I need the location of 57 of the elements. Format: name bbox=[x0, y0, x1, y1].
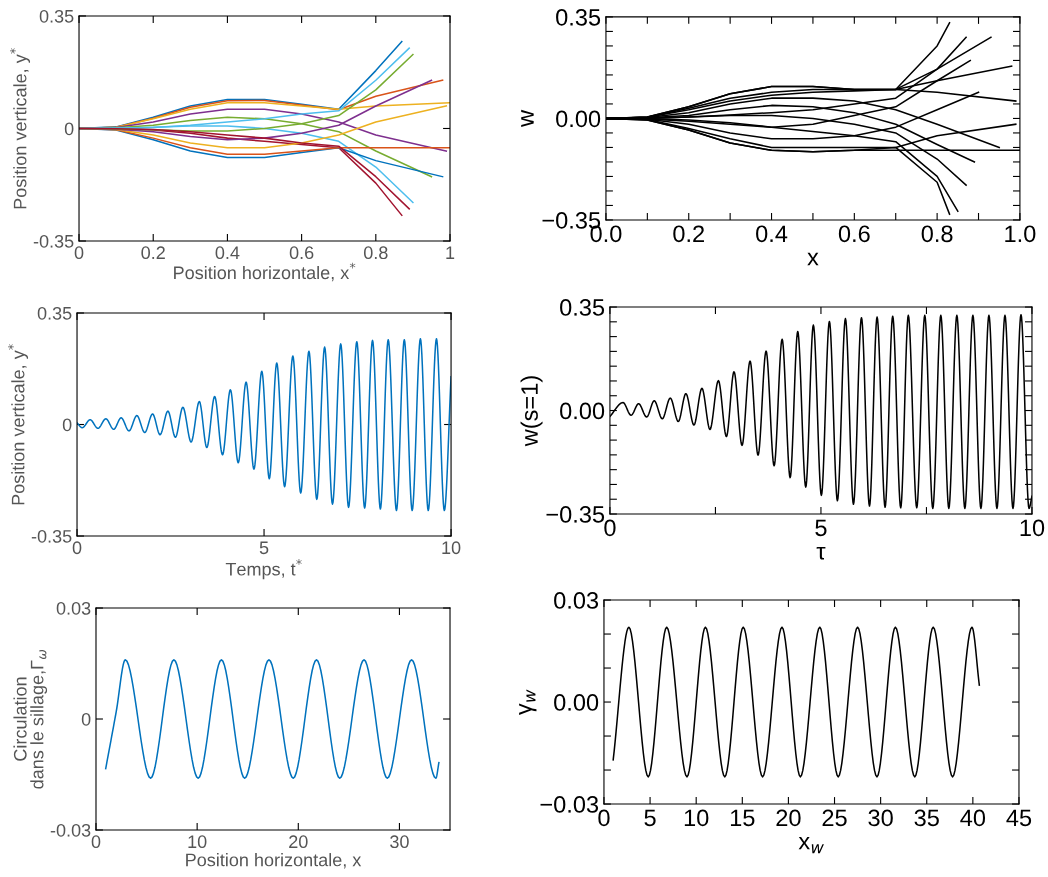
x-tick-label: 0.2 bbox=[673, 225, 704, 243]
y-axis-title: Circulation dans le sillage,Γ$_{ω}$ bbox=[13, 649, 48, 789]
x-axis-title: x bbox=[807, 252, 819, 266]
x-tick-label: 1 bbox=[446, 246, 455, 259]
y-tick-label: 0.00 bbox=[554, 694, 599, 711]
y-axis-title: Position verticale, y$^{*}$ bbox=[10, 48, 31, 209]
x-axis-title: Position horizontale, x bbox=[186, 853, 362, 869]
x-tick-label: 30 bbox=[868, 809, 893, 827]
y-axis-title: w(s=1) bbox=[520, 376, 543, 447]
x-tick-label: 0.2 bbox=[141, 246, 165, 260]
y-tick-label: −0.03 bbox=[540, 796, 599, 813]
x-tick-label: 45 bbox=[1006, 809, 1032, 827]
x-tick-label: 0.6 bbox=[838, 225, 870, 243]
x-tick-label: 0 bbox=[604, 519, 616, 537]
x-tick-label: 20 bbox=[776, 809, 801, 827]
x-tick-label: 1.0 bbox=[1005, 225, 1036, 243]
y-tick-label: 0.00 bbox=[560, 402, 605, 420]
y-axis-title: Position verticale, y$^{*}$ bbox=[8, 344, 29, 505]
y-tick-label: 0 bbox=[64, 122, 74, 136]
y-tick-label: 0.03 bbox=[56, 601, 91, 615]
x-tick-label: 20 bbox=[289, 835, 308, 849]
x-tick-label: 35 bbox=[914, 809, 939, 827]
y-tick-label: 0.35 bbox=[560, 299, 605, 316]
x-tick-label: 30 bbox=[390, 835, 409, 849]
y-tick-label: 0.35 bbox=[556, 8, 601, 26]
y-axis-title: γ$_{w}$ bbox=[519, 689, 537, 716]
y-tick-label: -0.35 bbox=[31, 529, 72, 543]
x-tick-label: 5 bbox=[815, 519, 827, 537]
y-tick-label: 0 bbox=[62, 418, 72, 432]
x-tick-label: 5 bbox=[644, 809, 656, 827]
x-tick-label: 40 bbox=[960, 809, 986, 827]
x-tick-label: 0 bbox=[91, 835, 101, 849]
y-tick-label: 0.35 bbox=[37, 306, 72, 320]
x-tick-label: 10 bbox=[442, 541, 461, 555]
x-tick-label: 10 bbox=[188, 835, 207, 849]
x-axis-title: Position horizontale, x$^{*}$ bbox=[174, 262, 356, 282]
x-tick-label: 25 bbox=[822, 809, 847, 827]
x-tick-label: 0.6 bbox=[289, 246, 314, 260]
x-tick-label: 10 bbox=[684, 809, 709, 827]
y-axis-title: w bbox=[521, 109, 534, 127]
y-tick-label: 0.03 bbox=[554, 592, 599, 609]
x-tick-label: 0.4 bbox=[215, 246, 240, 260]
y-tick-label: −0.35 bbox=[546, 506, 605, 523]
x-tick-label: 0.8 bbox=[921, 225, 953, 243]
x-axis-title: x$_{w}$ bbox=[798, 836, 824, 854]
y-tick-label: -0.35 bbox=[33, 234, 74, 248]
y-tick-label: 0 bbox=[81, 712, 91, 726]
y-tick-label: 0.00 bbox=[556, 110, 601, 128]
x-tick-label: 0.4 bbox=[756, 225, 788, 243]
y-tick-label: 0.35 bbox=[39, 9, 74, 23]
y-tick-label: -0.03 bbox=[50, 823, 91, 837]
x-tick-label: 15 bbox=[730, 809, 755, 827]
x-tick-label: 10 bbox=[1020, 519, 1045, 537]
x-tick-label: 0.8 bbox=[363, 246, 388, 260]
x-axis-title: τ bbox=[816, 546, 826, 560]
x-tick-label: 5 bbox=[259, 541, 269, 555]
x-axis-title: Temps, t$^{*}$ bbox=[225, 559, 302, 580]
